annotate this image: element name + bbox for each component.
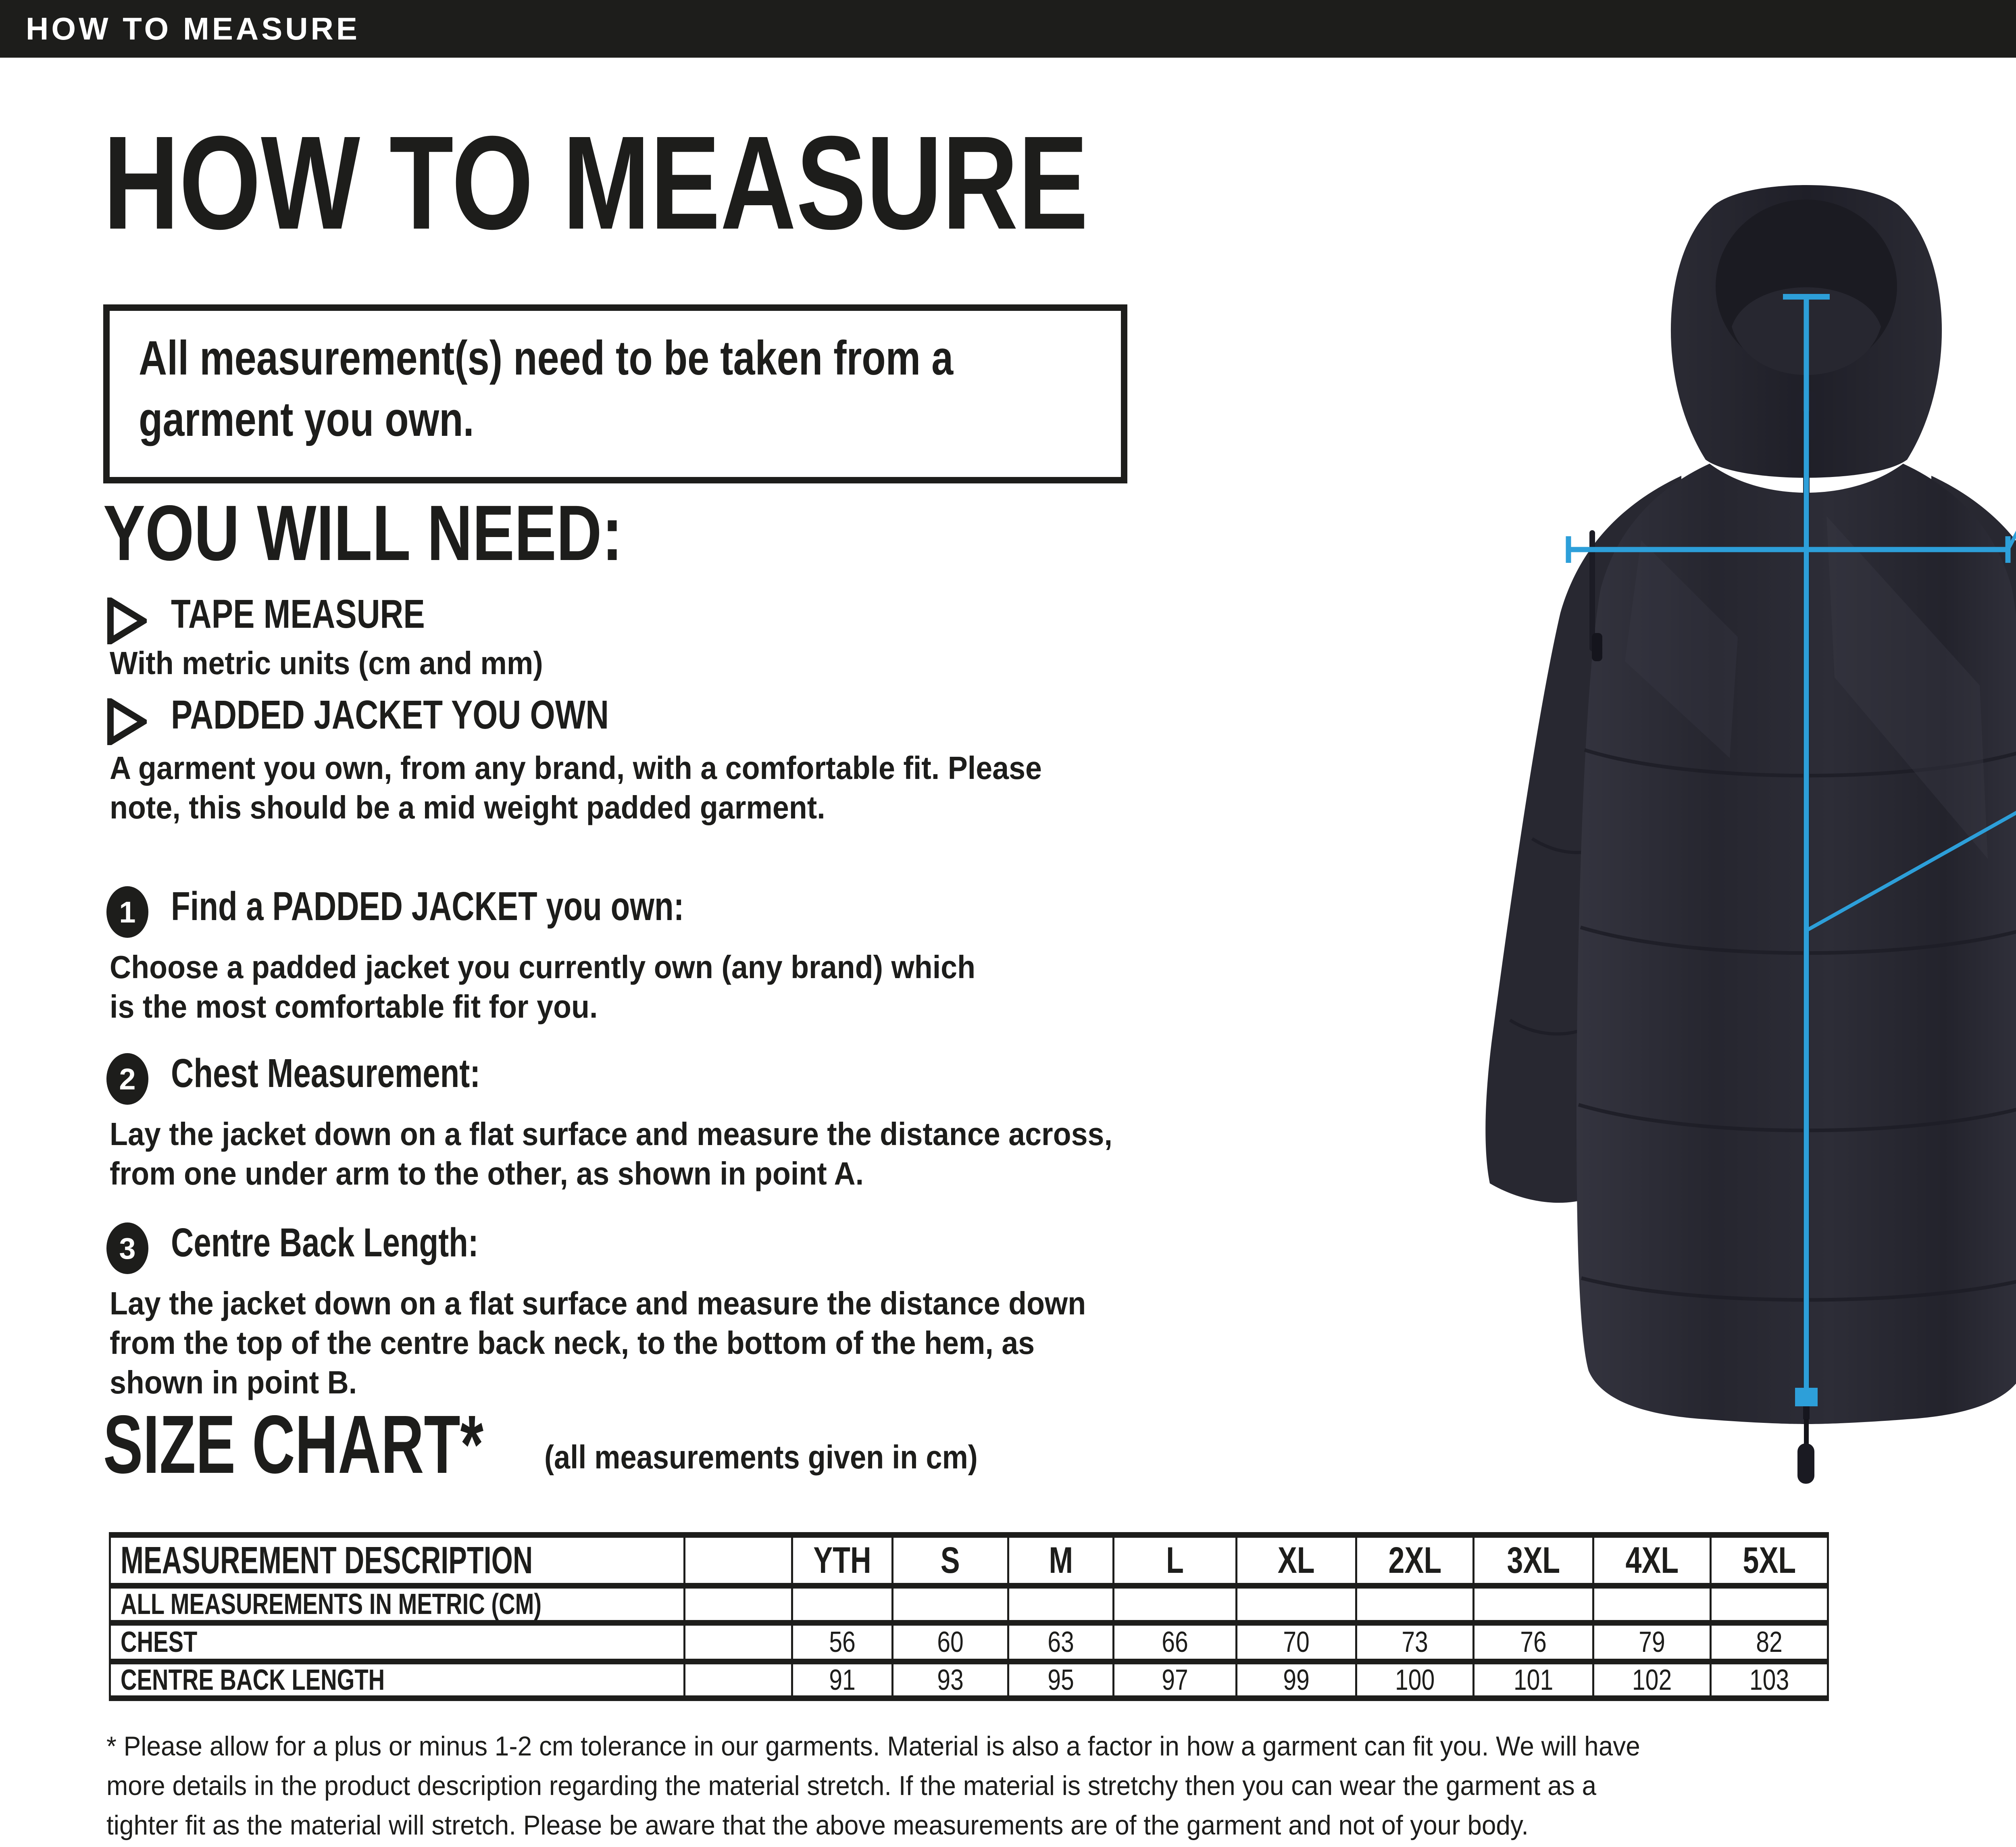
table-header-spacer bbox=[685, 1538, 791, 1583]
step-2-heading: Chest Measurement: bbox=[171, 1051, 481, 1096]
table-empty-cell bbox=[1237, 1589, 1355, 1620]
chest-value-2xl: 73 bbox=[1357, 1626, 1472, 1659]
chest-value-4xl: 79 bbox=[1594, 1626, 1710, 1659]
footnote: * Please allow for a plus or minus 1-2 c… bbox=[106, 1731, 1640, 1841]
triangle-bullet-icon bbox=[106, 595, 150, 647]
cbl-value-m: 95 bbox=[1009, 1664, 1112, 1695]
size-chart-heading: SIZE CHART* bbox=[103, 1398, 484, 1491]
you-will-need-heading: YOU WILL NEED: bbox=[103, 489, 623, 577]
table-header-size-yth: YTH bbox=[793, 1538, 891, 1583]
notice-line-2: garment you own. bbox=[139, 392, 474, 446]
table-header-size-2xl: 2XL bbox=[1357, 1538, 1472, 1583]
cbl-value-xl: 99 bbox=[1237, 1664, 1355, 1695]
table-empty-cell bbox=[685, 1626, 791, 1659]
table-header-description: MEASUREMENT DESCRIPTION bbox=[111, 1538, 683, 1583]
size-chart-table: MEASUREMENT DESCRIPTION YTH S M L XL 2XL… bbox=[109, 1532, 1829, 1701]
need-item-padded-jacket: PADDED JACKET YOU OWN bbox=[171, 692, 609, 737]
need-item-tape-measure-desc: With metric units (cm and mm) bbox=[110, 645, 543, 681]
table-header-size-4xl: 4XL bbox=[1594, 1538, 1710, 1583]
step-3-heading: Centre Back Length: bbox=[171, 1220, 479, 1265]
need-item-padded-jacket-desc: A garment you own, from any brand, with … bbox=[110, 750, 1042, 825]
step-1-description: Choose a padded jacket you currently own… bbox=[110, 949, 976, 1024]
jacket-measurement-diagram: A B bbox=[1431, 153, 2016, 1484]
table-empty-cell bbox=[1712, 1589, 1827, 1620]
table-row-chest-label: CHEST bbox=[111, 1626, 683, 1659]
table-empty-cell bbox=[1357, 1589, 1472, 1620]
table-empty-cell bbox=[1475, 1589, 1592, 1620]
top-header-bar bbox=[0, 0, 2016, 58]
chest-value-xl: 70 bbox=[1237, 1626, 1355, 1659]
cbl-value-4xl: 102 bbox=[1594, 1664, 1710, 1695]
table-empty-cell bbox=[1114, 1589, 1235, 1620]
cbl-value-s: 93 bbox=[893, 1664, 1007, 1695]
step-3-description: Lay the jacket down on a flat surface an… bbox=[110, 1285, 1086, 1400]
measurement-annotations bbox=[1566, 294, 2016, 1398]
chest-value-l: 66 bbox=[1114, 1626, 1235, 1659]
table-header-size-5xl: 5XL bbox=[1712, 1538, 1827, 1583]
chest-value-m: 63 bbox=[1009, 1626, 1112, 1659]
cbl-value-2xl: 100 bbox=[1357, 1664, 1472, 1695]
page-title: HOW TO MEASURE bbox=[103, 108, 1088, 257]
step-3-number-badge: 3 bbox=[106, 1222, 148, 1274]
chest-value-yth: 56 bbox=[793, 1626, 891, 1659]
chest-value-3xl: 76 bbox=[1475, 1626, 1592, 1659]
step-1-number-badge: 1 bbox=[106, 886, 148, 938]
table-note-row: ALL MEASUREMENTS IN METRIC (CM) bbox=[111, 1589, 683, 1620]
chest-value-s: 60 bbox=[893, 1626, 1007, 1659]
notice-text: All measurement(s) need to be taken from… bbox=[139, 327, 1144, 450]
table-empty-cell bbox=[685, 1664, 791, 1695]
chest-value-5xl: 82 bbox=[1712, 1626, 1827, 1659]
header-title: HOW TO MEASURE bbox=[26, 11, 360, 46]
table-empty-cell bbox=[793, 1589, 891, 1620]
table-header-size-l: L bbox=[1114, 1538, 1235, 1583]
table-row-cbl-label: CENTRE BACK LENGTH bbox=[111, 1664, 683, 1695]
cbl-value-3xl: 101 bbox=[1475, 1664, 1592, 1695]
table-header-size-3xl: 3XL bbox=[1475, 1538, 1592, 1583]
step-2-description: Lay the jacket down on a flat surface an… bbox=[110, 1116, 1112, 1191]
step-2-number-badge: 2 bbox=[106, 1053, 148, 1105]
centre-back-line-end-cap bbox=[1795, 1388, 1818, 1406]
cbl-value-5xl: 103 bbox=[1712, 1664, 1827, 1695]
step-1-heading: Find a PADDED JACKET you own: bbox=[171, 884, 684, 929]
cbl-value-yth: 91 bbox=[793, 1664, 891, 1695]
table-empty-cell bbox=[1594, 1589, 1710, 1620]
size-chart-subheading: (all measurements given in cm) bbox=[544, 1439, 978, 1476]
need-item-tape-measure: TAPE MEASURE bbox=[171, 591, 425, 637]
table-header-size-s: S bbox=[893, 1538, 1007, 1583]
table-empty-cell bbox=[685, 1589, 791, 1620]
notice-line-1: All measurement(s) need to be taken from… bbox=[139, 331, 954, 385]
notice-box bbox=[103, 304, 1127, 483]
table-header-size-xl: XL bbox=[1237, 1538, 1355, 1583]
cbl-value-l: 97 bbox=[1114, 1664, 1235, 1695]
table-header-size-m: M bbox=[1009, 1538, 1112, 1583]
padded-jacket-image: A B bbox=[1485, 185, 2016, 1484]
triangle-bullet-icon bbox=[106, 695, 150, 748]
table-empty-cell bbox=[893, 1589, 1007, 1620]
table-empty-cell bbox=[1009, 1589, 1112, 1620]
